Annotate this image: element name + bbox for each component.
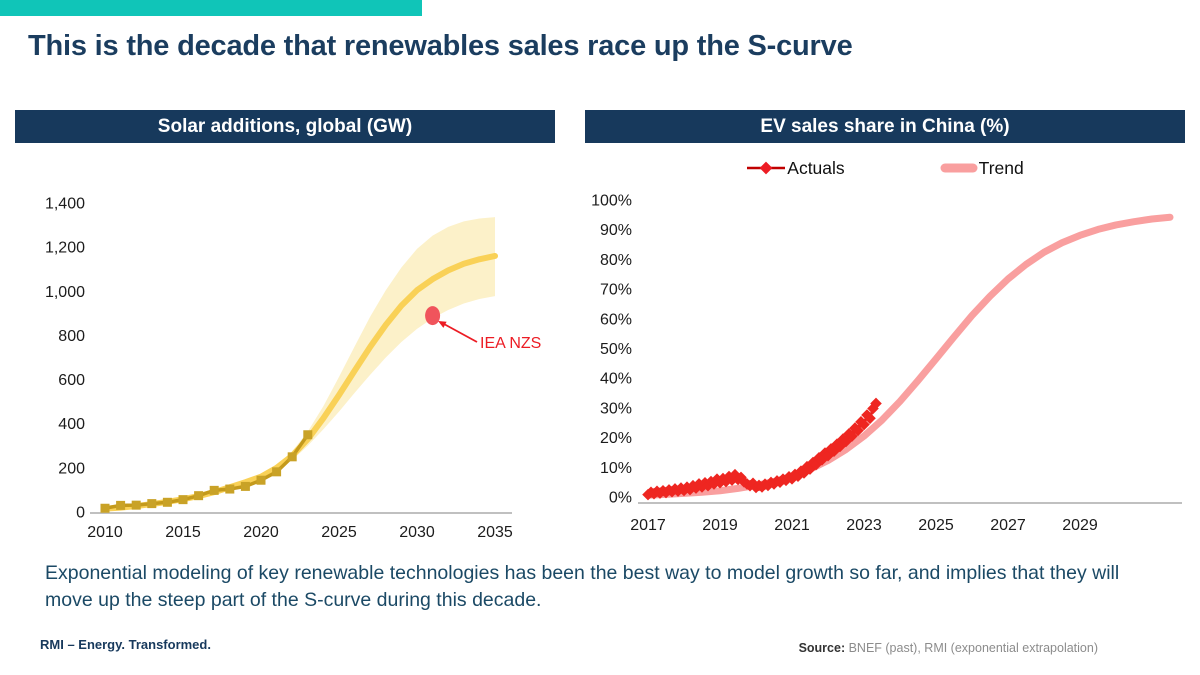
svg-text:50%: 50% xyxy=(600,341,632,358)
svg-text:2029: 2029 xyxy=(1062,517,1098,534)
svg-text:2020: 2020 xyxy=(243,524,279,541)
accent-bar xyxy=(0,0,422,16)
svg-text:600: 600 xyxy=(58,372,85,389)
actuals-legend-icon xyxy=(747,161,786,175)
svg-text:60%: 60% xyxy=(600,311,632,328)
svg-text:200: 200 xyxy=(58,460,85,477)
svg-text:10%: 10% xyxy=(600,460,632,477)
source-text: BNEF (past), RMI (exponential extrapolat… xyxy=(845,641,1098,655)
svg-text:0: 0 xyxy=(76,505,85,522)
svg-text:800: 800 xyxy=(58,328,85,345)
svg-text:2021: 2021 xyxy=(774,517,810,534)
svg-text:40%: 40% xyxy=(600,371,632,388)
svg-text:20%: 20% xyxy=(600,430,632,447)
svg-text:100%: 100% xyxy=(591,193,632,210)
legend-label-trend: Trend xyxy=(978,157,1024,178)
solar-additions-chart: 2010 2015 2020 2025 2030 2035 0 200 400 600 800 1,0… xyxy=(45,196,541,541)
solar-chart-header: Solar additions, global (GW) xyxy=(15,110,555,143)
svg-text:80%: 80% xyxy=(600,252,632,269)
legend-item-actuals: Actuals xyxy=(746,157,845,179)
ev-chart-legend: Actuals Trend xyxy=(585,154,1185,182)
legend-item-trend: Trend xyxy=(940,158,1024,179)
legend-label-actuals: Actuals xyxy=(787,157,845,178)
svg-text:2017: 2017 xyxy=(630,517,666,534)
page-title: This is the decade that renewables sales… xyxy=(28,30,853,62)
svg-text:2010: 2010 xyxy=(87,524,123,541)
svg-text:0%: 0% xyxy=(609,490,632,507)
svg-text:2025: 2025 xyxy=(321,524,357,541)
summary-text: Exponential modeling of key renewable te… xyxy=(45,562,1120,611)
svg-text:IEA NZS: IEA NZS xyxy=(480,335,541,352)
svg-text:2027: 2027 xyxy=(990,517,1026,534)
svg-text:2023: 2023 xyxy=(846,517,882,534)
ev-sales-share-chart: 2017 2019 2021 2023 2025 2027 2029 0% 10% 20% 30% 4… xyxy=(591,193,1182,534)
ev-chart-header: EV sales share in China (%) xyxy=(585,110,1185,143)
svg-text:70%: 70% xyxy=(600,282,632,299)
source-attribution: Source: BNEF (past), RMI (exponential ex… xyxy=(799,641,1098,655)
svg-text:1,200: 1,200 xyxy=(45,240,85,257)
brand-footer: RMI – Energy. Transformed. xyxy=(40,637,211,652)
svg-text:2025: 2025 xyxy=(918,517,954,534)
svg-text:2035: 2035 xyxy=(477,524,513,541)
svg-text:2019: 2019 xyxy=(702,517,738,534)
svg-text:2015: 2015 xyxy=(165,524,201,541)
trend-legend-icon xyxy=(940,163,978,173)
svg-text:30%: 30% xyxy=(600,400,632,417)
svg-text:2030: 2030 xyxy=(399,524,435,541)
svg-text:1,400: 1,400 xyxy=(45,196,85,213)
svg-text:400: 400 xyxy=(58,416,85,433)
svg-text:1,000: 1,000 xyxy=(45,284,85,301)
source-label: Source: xyxy=(798,641,846,655)
svg-text:90%: 90% xyxy=(600,222,632,239)
